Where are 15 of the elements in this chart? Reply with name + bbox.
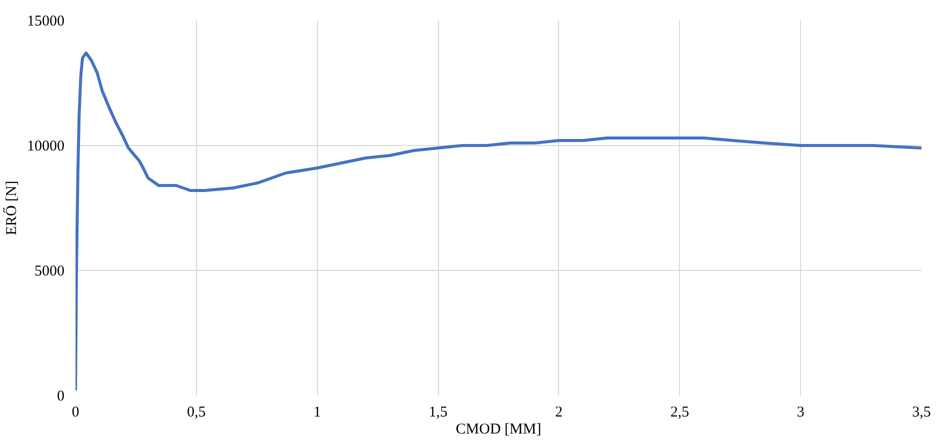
x-axis-title: CMOD [MM] bbox=[456, 422, 542, 438]
y-tick-label: 0 bbox=[57, 388, 64, 404]
y-axis-title: ERŐ [N] bbox=[3, 180, 20, 236]
x-tick-label: 2 bbox=[555, 404, 563, 420]
y-tick-label: 10000 bbox=[27, 138, 64, 154]
x-tick-label: 1,5 bbox=[428, 404, 448, 420]
line-series bbox=[76, 52, 922, 392]
x-tick-label: 0 bbox=[72, 404, 80, 420]
x-tick-label: 2,5 bbox=[670, 404, 690, 420]
y-tick-label: 5000 bbox=[34, 264, 64, 280]
x-tick-label: 0,5 bbox=[186, 404, 206, 420]
x-tick-label: 3 bbox=[796, 404, 804, 420]
y-tick-label: 15000 bbox=[27, 14, 64, 30]
x-tick-label: 1 bbox=[313, 404, 321, 420]
x-tick-label: 3,5 bbox=[912, 404, 931, 420]
